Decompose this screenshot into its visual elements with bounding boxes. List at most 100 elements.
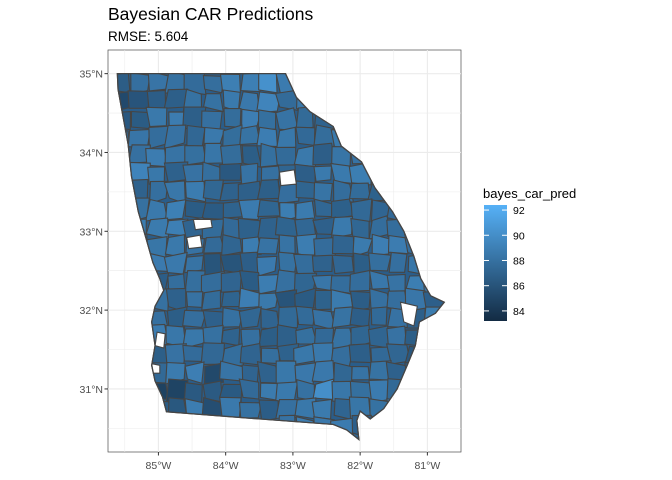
county xyxy=(260,307,281,330)
county xyxy=(313,237,336,259)
county xyxy=(237,217,261,240)
county xyxy=(240,328,262,349)
county xyxy=(240,73,262,93)
county xyxy=(201,289,222,311)
county xyxy=(388,251,408,273)
county xyxy=(220,270,243,293)
county xyxy=(330,216,354,239)
county xyxy=(349,307,371,328)
county xyxy=(204,362,225,385)
legend-colorbar xyxy=(484,205,507,321)
county xyxy=(258,292,279,312)
county xyxy=(258,73,278,94)
county xyxy=(277,183,300,205)
county-missing xyxy=(399,301,418,327)
county xyxy=(367,252,392,272)
county-missing xyxy=(192,218,213,231)
county xyxy=(255,91,282,114)
legend-tick-label: 86 xyxy=(513,281,525,293)
county-missing xyxy=(278,169,297,187)
y-tick-label: 31°N xyxy=(80,384,103,396)
county xyxy=(274,215,298,238)
county xyxy=(241,236,262,255)
county xyxy=(387,234,409,255)
county xyxy=(333,361,353,385)
county xyxy=(163,124,187,150)
plot-subtitle: RMSE: 5.604 xyxy=(108,29,189,44)
county xyxy=(165,361,186,385)
legend-tick-label: 88 xyxy=(513,255,525,267)
county xyxy=(221,234,243,257)
county xyxy=(295,233,318,259)
county xyxy=(184,361,205,385)
county xyxy=(201,202,226,220)
y-tick-label: 34°N xyxy=(80,147,103,159)
county xyxy=(185,291,204,308)
legend-tick-marks xyxy=(484,209,507,312)
county xyxy=(331,254,355,275)
county xyxy=(238,401,263,419)
county xyxy=(221,307,244,328)
county xyxy=(238,306,262,329)
county xyxy=(182,309,208,328)
county xyxy=(370,306,388,326)
county xyxy=(202,75,226,94)
county xyxy=(238,378,260,400)
county xyxy=(313,181,334,202)
county xyxy=(348,343,372,364)
y-tick-label: 32°N xyxy=(80,305,103,317)
county xyxy=(202,93,224,113)
county xyxy=(127,90,150,109)
county xyxy=(186,124,206,149)
legend: bayes_car_pred 84 86 88 90 92 xyxy=(483,186,576,321)
county xyxy=(238,198,262,221)
county xyxy=(182,163,205,183)
county xyxy=(295,126,316,147)
county xyxy=(275,360,297,384)
county xyxy=(257,109,277,131)
county xyxy=(145,106,168,128)
county xyxy=(350,198,373,223)
county xyxy=(256,179,281,200)
county xyxy=(256,126,279,148)
county xyxy=(130,73,151,96)
county xyxy=(352,235,374,258)
county xyxy=(331,234,355,255)
county xyxy=(223,107,242,128)
county xyxy=(311,398,333,420)
county xyxy=(348,182,371,200)
county xyxy=(312,216,337,235)
county-missing xyxy=(154,331,166,349)
county xyxy=(275,381,299,403)
county xyxy=(351,365,371,381)
plot-title: Bayesian CAR Predictions xyxy=(108,4,314,24)
county xyxy=(184,180,207,203)
county xyxy=(149,180,169,205)
county xyxy=(349,269,371,292)
county-missing xyxy=(186,234,203,250)
legend-title: bayes_car_pred xyxy=(483,186,576,201)
x-tick-label: 81°W xyxy=(414,460,440,472)
county xyxy=(349,290,371,311)
state-border xyxy=(116,72,446,441)
county xyxy=(258,326,279,348)
legend-tick-label: 84 xyxy=(513,306,525,318)
county xyxy=(222,124,244,149)
county xyxy=(184,254,205,274)
county xyxy=(256,237,280,255)
x-tick-label: 83°W xyxy=(280,460,306,472)
y-tick-label: 35°N xyxy=(80,69,103,81)
county xyxy=(313,165,333,183)
county xyxy=(256,255,278,277)
county xyxy=(295,305,317,326)
legend-tick-label: 90 xyxy=(513,230,525,242)
county xyxy=(257,199,281,218)
county xyxy=(277,306,299,329)
county xyxy=(219,163,243,181)
county xyxy=(202,310,225,330)
county xyxy=(311,254,334,273)
county xyxy=(164,199,187,221)
axis-ticks xyxy=(104,73,428,456)
